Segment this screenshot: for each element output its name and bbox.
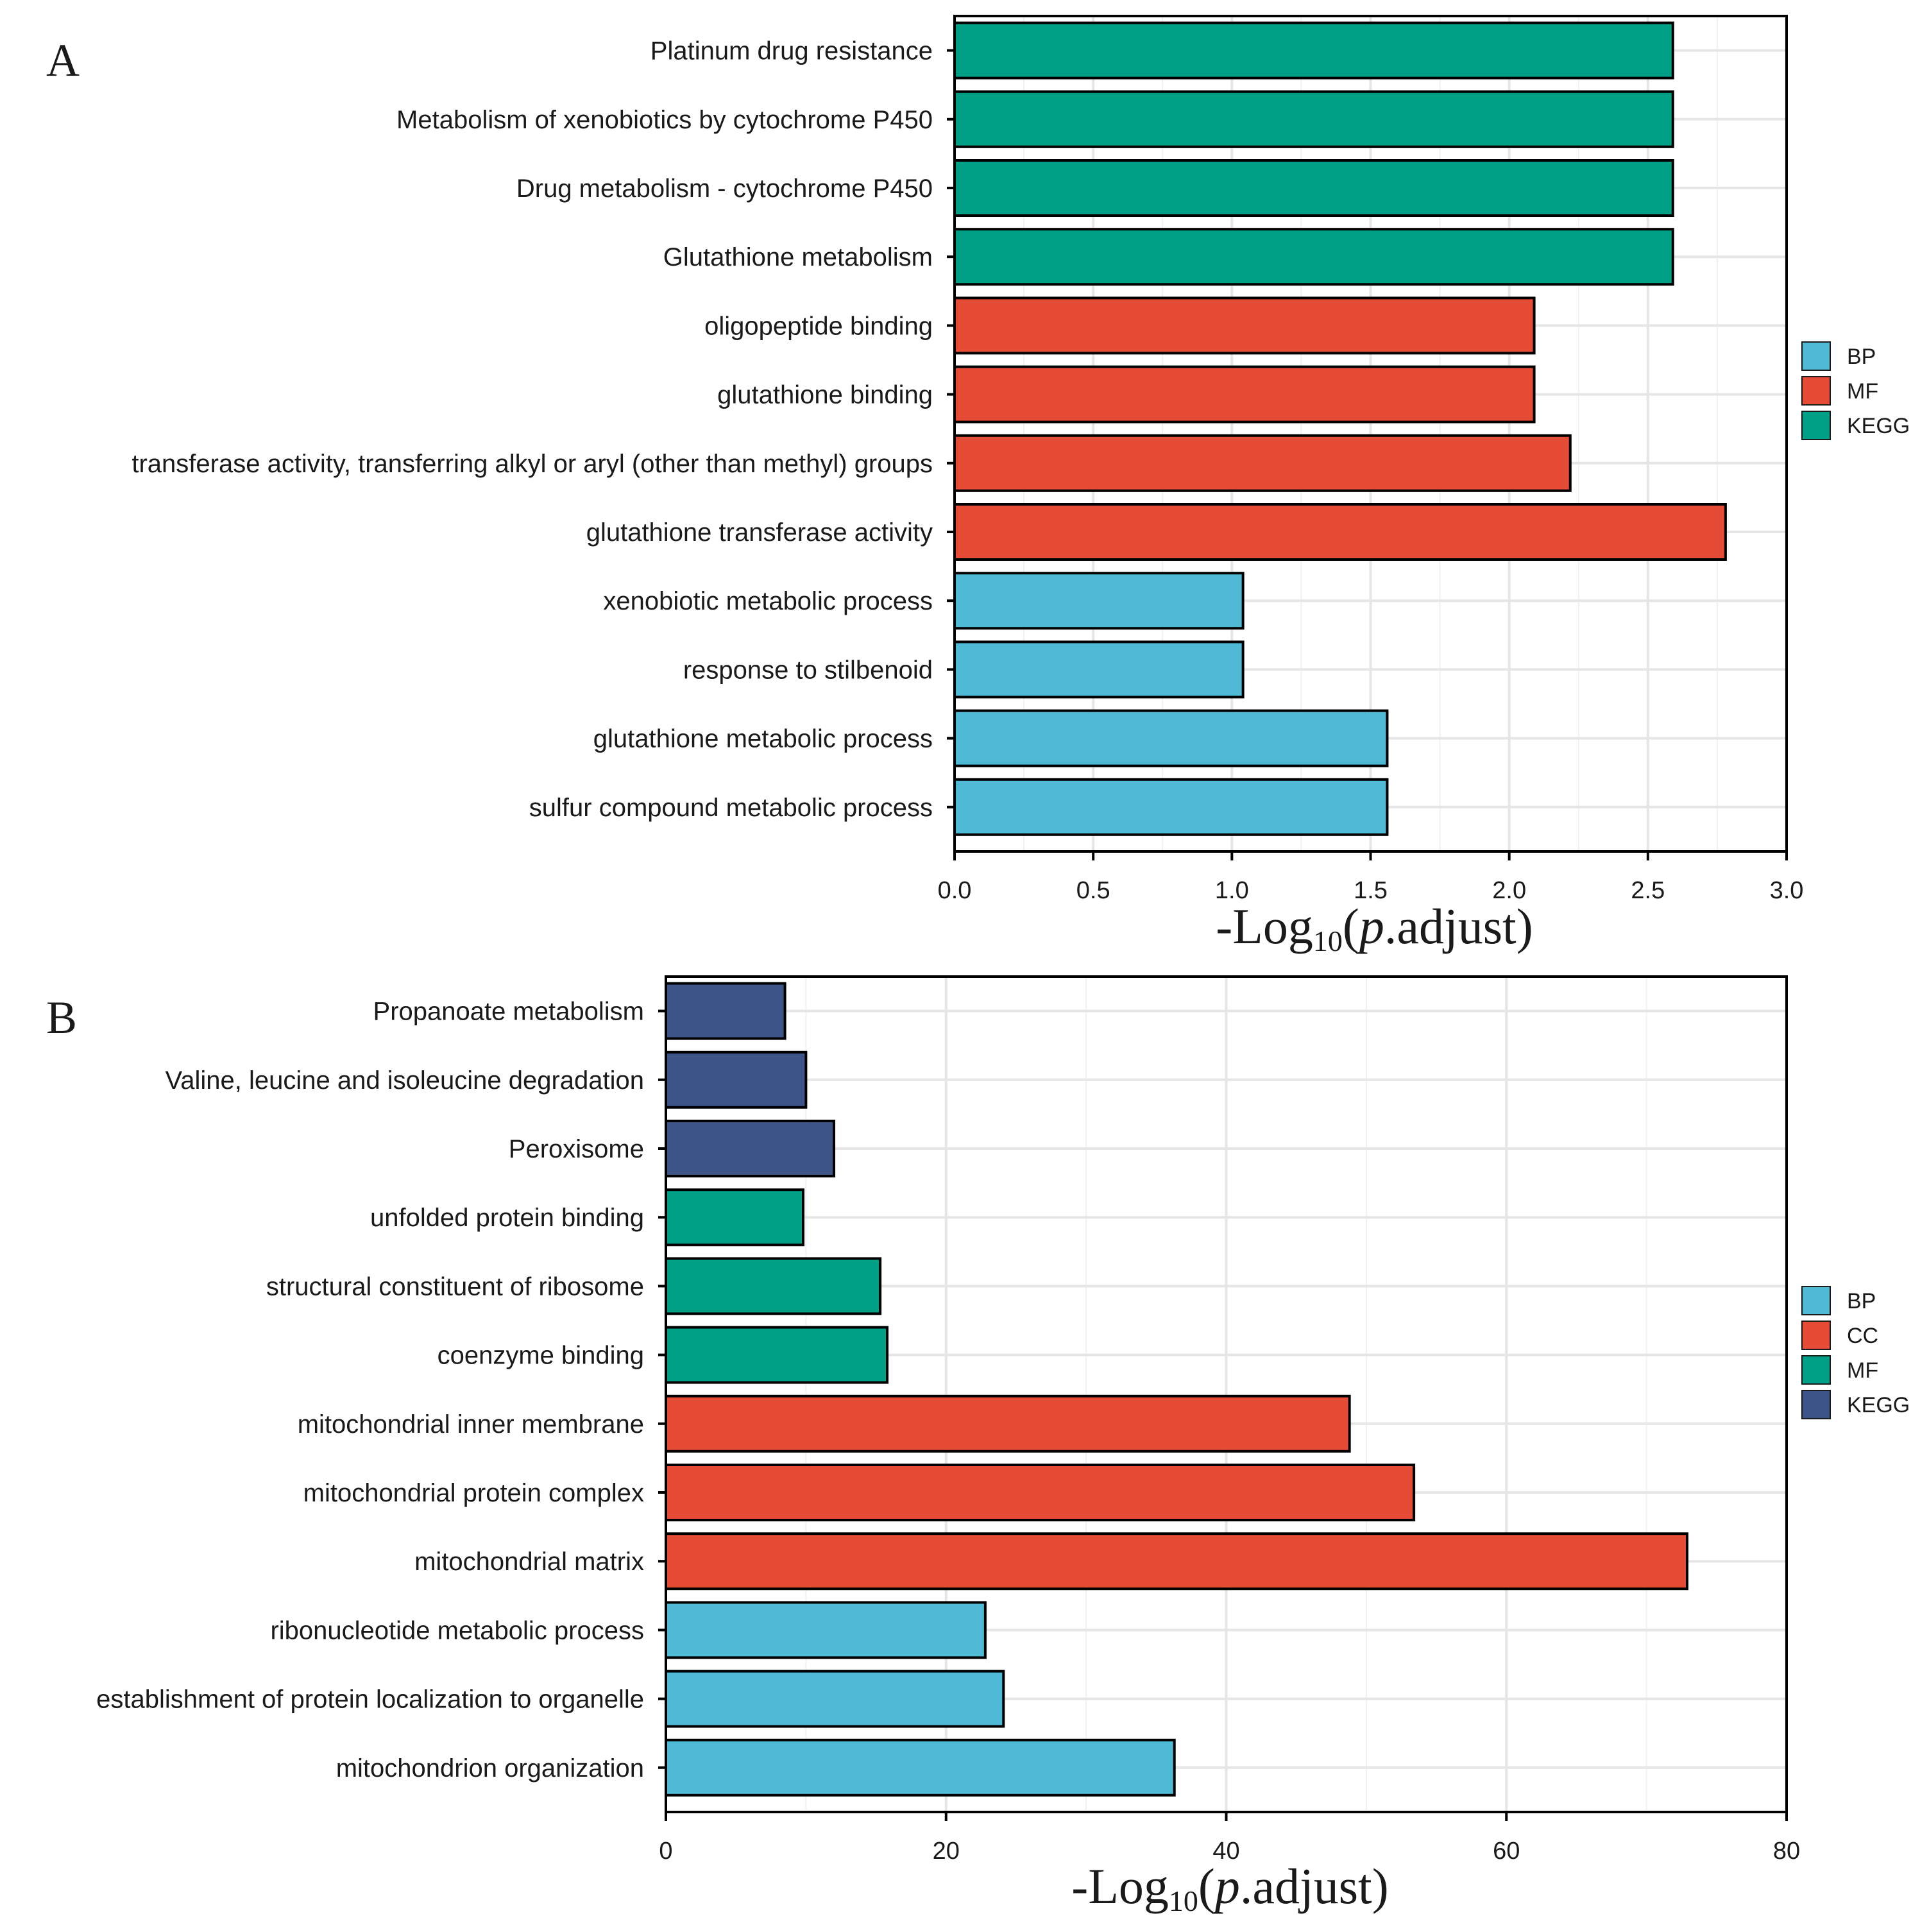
panel-a-category-label: glutathione transferase activity — [586, 518, 933, 547]
panel-b-legend: BP CC MF KEGG — [1801, 1286, 1910, 1419]
panel-b-legend-label: BP — [1847, 1289, 1876, 1313]
panel-a-bar-glutathione-metabolism — [953, 228, 1674, 286]
panel-b-letter: B — [46, 992, 77, 1043]
panel-b-x-tick-label: 20 — [933, 1838, 960, 1865]
panel-b-bar-establishment-of-protein-localization-to-organelle — [665, 1670, 1005, 1728]
panel-b-bar-mitochondrial-matrix — [665, 1532, 1688, 1591]
panel-b-bar-peroxisome — [665, 1120, 836, 1177]
panel-b-bar-structural-constituent-of-ribosome — [665, 1257, 882, 1315]
panel-a-plot-frame — [953, 15, 1788, 853]
panel-b-x-tick-label: 80 — [1773, 1838, 1800, 1865]
panel-a-letter: A — [46, 35, 80, 86]
panel-a-bar-drug-metabolism-cytochrome-p450 — [953, 159, 1674, 217]
panel-a-legend-label: KEGG — [1847, 414, 1910, 438]
panel-a-category-label: glutathione binding — [717, 381, 933, 409]
panel-b-x-tick-label: 0 — [659, 1838, 672, 1865]
panel-a-category-label: Drug metabolism - cytochrome P450 — [516, 175, 933, 203]
panel-a-x-axis: 0.0 0.5 1.0 1.5 2.0 2.5 3.0 — [938, 851, 1804, 904]
panel-b-bar-unfolded-protein-binding — [665, 1188, 805, 1247]
panel-b-legend-key-cc — [1801, 1321, 1831, 1350]
panel-b-category-label: mitochondrial protein complex — [303, 1479, 644, 1507]
panel-a-bar-glutathione-metabolic-process — [953, 709, 1389, 767]
panel-b-bar-valine-leucine-and-isoleucine-degradation — [665, 1050, 808, 1109]
panel-a-bar-glutathione-binding — [953, 365, 1536, 423]
panel-a-x-tick-label: 1.0 — [1215, 877, 1249, 904]
panel-b-category-label: coenzyme binding — [438, 1342, 644, 1370]
panel-b-x-axis-title: -Log10(p.adjust) — [1071, 1858, 1388, 1917]
panel-b-legend-label: CC — [1847, 1324, 1878, 1348]
panel-a-x-tick-label: 2.5 — [1631, 877, 1665, 904]
panel-b: B Propanoate metabolism Valine, leucine a… — [46, 975, 1910, 1917]
panel-a-bar-sulfur-compound-metabolic-process — [953, 778, 1389, 836]
panel-b-category-label: structural constituent of ribosome — [266, 1272, 644, 1301]
panel-a-category-labels: Platinum drug resistance Metabolism of xe… — [132, 37, 955, 822]
panel-a-legend-key-kegg — [1801, 411, 1831, 440]
panel-a-x-tick-label: 2.0 — [1492, 877, 1526, 904]
panel-a-bar-transferase-activity-transferring-alkyl-or-aryl-other-than-methyl-groups — [953, 434, 1572, 492]
panel-a-category-label: transferase activity, transferring alkyl… — [132, 450, 933, 478]
panel-a-category-label: glutathione metabolic process — [593, 725, 933, 753]
panel-a-category-label: xenobiotic metabolic process — [603, 587, 933, 615]
panel-b-category-label: Valine, leucine and isoleucine degradati… — [166, 1066, 644, 1095]
panel-a-legend-label: BP — [1847, 345, 1876, 369]
panel-b-bar-mitochondrial-protein-complex — [665, 1464, 1416, 1521]
panel-a-x-axis-title: -Log10(p.adjust) — [1216, 898, 1533, 957]
panel-a-bar-response-to-stilbenoid — [953, 640, 1245, 699]
panel-a-bar-xenobiotic-metabolic-process — [953, 572, 1245, 630]
panel-b-category-labels: Propanoate metabolism Valine, leucine and… — [96, 998, 666, 1782]
panel-a-legend-key-mf — [1801, 376, 1831, 406]
panel-b-bar-mitochondrion-organization — [665, 1738, 1176, 1797]
panel-b-bar-ribonucleotide-metabolic-process — [665, 1601, 987, 1659]
panel-a-category-label: sulfur compound metabolic process — [529, 794, 933, 822]
panel-b-bars — [665, 982, 1688, 1797]
panel-b-bar-propanoate-metabolism — [665, 982, 786, 1040]
panel-a-category-label: Metabolism of xenobiotics by cytochrome … — [396, 106, 933, 134]
panel-a-category-label: Platinum drug resistance — [650, 37, 933, 65]
panel-b-plot-frame — [665, 975, 1788, 1813]
panel-a-bars — [953, 21, 1727, 836]
panel-a-bar-platinum-drug-resistance — [953, 21, 1674, 80]
panel-a-x-tick-label: 0.5 — [1076, 877, 1110, 904]
panel-b-category-label: unfolded protein binding — [370, 1204, 644, 1232]
panel-b-category-label: mitochondrion organization — [336, 1754, 644, 1782]
panel-a-x-tick-label: 1.5 — [1354, 877, 1388, 904]
panel-b-category-label: Propanoate metabolism — [373, 998, 644, 1026]
panel-a-bar-glutathione-transferase-activity — [953, 503, 1727, 561]
panel-b-x-axis: 0 20 40 60 80 — [659, 1812, 1800, 1865]
panel-b-legend-key-bp — [1801, 1286, 1831, 1315]
panel-b-bar-mitochondrial-inner-membrane — [665, 1394, 1351, 1453]
panel-a-category-label: oligopeptide binding — [704, 312, 933, 340]
panel-a-bar-oligopeptide-binding — [953, 296, 1536, 355]
panel-a: A Platinum drug resistance Metabolism of … — [46, 15, 1910, 957]
panel-a-category-label: Glutathione metabolism — [663, 243, 933, 271]
panel-b-category-label: mitochondrial inner membrane — [298, 1410, 644, 1439]
panel-a-x-tick-label: 3.0 — [1770, 877, 1804, 904]
panel-a-x-tick-label: 0.0 — [938, 877, 972, 904]
panel-b-x-tick-label: 40 — [1212, 1838, 1239, 1865]
panel-b-bar-coenzyme-binding — [665, 1326, 889, 1384]
panel-b-category-label: establishment of protein localization to… — [96, 1686, 644, 1714]
panel-b-category-label: ribonucleotide metabolic process — [270, 1616, 644, 1645]
panel-b-category-label: Peroxisome — [509, 1135, 644, 1163]
panel-b-x-tick-label: 60 — [1493, 1838, 1520, 1865]
panel-b-legend-key-kegg — [1801, 1390, 1831, 1419]
panel-a-legend-key-bp — [1801, 341, 1831, 371]
panel-b-legend-key-mf — [1801, 1355, 1831, 1385]
panel-a-bar-metabolism-of-xenobiotics-by-cytochrome-p450 — [953, 90, 1674, 148]
panel-a-legend-label: MF — [1847, 379, 1878, 404]
panel-b-category-label: mitochondrial matrix — [414, 1548, 644, 1576]
panel-b-legend-label: KEGG — [1847, 1393, 1910, 1417]
panel-a-legend: BP MF KEGG — [1801, 341, 1910, 440]
panel-a-category-label: response to stilbenoid — [683, 656, 933, 684]
panel-b-legend-label: MF — [1847, 1358, 1878, 1383]
